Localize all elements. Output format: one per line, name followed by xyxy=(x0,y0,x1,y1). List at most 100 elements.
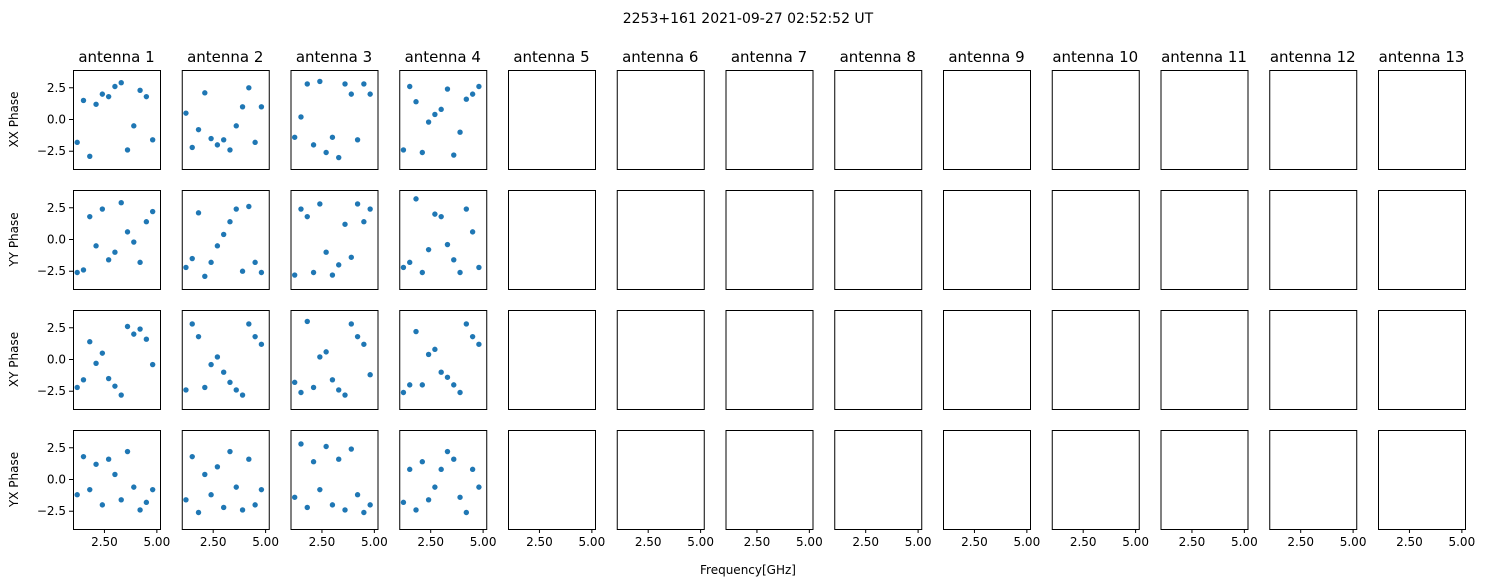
plot-frame xyxy=(181,70,270,170)
data-point xyxy=(99,350,106,356)
subplot-panel xyxy=(943,70,1031,170)
data-point xyxy=(74,269,80,276)
data-point xyxy=(143,219,150,225)
x-tick-label: 5.00 xyxy=(361,535,388,549)
data-point xyxy=(457,389,463,396)
data-point xyxy=(131,331,137,337)
data-point xyxy=(118,199,124,206)
plot-frame xyxy=(508,70,596,170)
data-point xyxy=(149,361,156,368)
data-point xyxy=(99,91,106,97)
subplot-panel xyxy=(181,310,270,410)
data-point xyxy=(425,351,432,358)
data-point xyxy=(93,461,99,467)
x-tick-label: 5.00 xyxy=(1122,535,1149,549)
subplot-grid: antenna 1 2.5 0.0 −2.5 XX Phase 2.5 0.0 −2.5 YY … xyxy=(7,48,1475,549)
subplot-panel xyxy=(1269,190,1358,290)
plot-frame xyxy=(1051,310,1140,410)
data-point xyxy=(310,384,317,391)
data-point xyxy=(354,201,361,207)
subplot-panel xyxy=(616,310,705,410)
subplot-panel: 2.50 5.00 xyxy=(1051,430,1149,549)
subplot-panel: 2.5 0.0 −2.5 YX Phase 2.50 5.00 xyxy=(7,430,170,549)
data-point xyxy=(112,83,118,90)
data-point xyxy=(413,196,419,202)
subplot-panel xyxy=(725,70,814,170)
data-point xyxy=(124,323,131,330)
data-point xyxy=(336,262,342,268)
plot-frame xyxy=(1160,70,1249,170)
subplot-panel xyxy=(725,310,814,410)
data-point xyxy=(367,372,373,378)
x-tick-label: 2.50 xyxy=(961,535,988,549)
data-point xyxy=(227,448,233,455)
data-point xyxy=(323,443,329,450)
subplot-panel: 2.50 5.00 xyxy=(1160,430,1258,549)
data-point xyxy=(469,333,476,340)
data-point xyxy=(361,341,367,347)
data-point xyxy=(202,471,208,478)
data-point xyxy=(419,269,426,276)
data-point xyxy=(143,93,150,100)
plot-frame xyxy=(1378,70,1466,170)
data-point xyxy=(220,369,227,375)
x-tick-label: 2.50 xyxy=(744,535,771,549)
plot-frame xyxy=(1160,430,1249,530)
data-point xyxy=(80,97,87,104)
data-point xyxy=(444,448,451,455)
data-point xyxy=(99,206,106,212)
data-point xyxy=(195,210,202,216)
data-point xyxy=(112,471,118,478)
data-point xyxy=(214,142,221,148)
data-point xyxy=(189,144,195,151)
y-tick-label: 2.5 xyxy=(47,201,66,215)
data-point xyxy=(189,453,195,460)
subplot-panel xyxy=(508,310,596,410)
subplot-panel: 2.50 5.00 xyxy=(1378,430,1475,549)
data-point xyxy=(367,91,373,97)
subplot-panel: 2.50 5.00 xyxy=(943,430,1040,549)
plot-frame xyxy=(73,430,161,530)
plot-frame xyxy=(943,310,1031,410)
data-point xyxy=(469,466,476,473)
subplot-panel xyxy=(508,190,596,290)
x-tick-label: 2.50 xyxy=(526,535,553,549)
subplot-panel xyxy=(1051,70,1140,170)
y-tick-label: 0.0 xyxy=(47,233,66,247)
data-point xyxy=(202,273,208,280)
data-point xyxy=(354,137,361,143)
data-point xyxy=(451,456,457,462)
column-title: antenna 3 xyxy=(296,48,372,66)
data-point xyxy=(419,149,426,156)
subplot-panel xyxy=(1378,310,1466,410)
data-point xyxy=(258,104,265,110)
plot-frame xyxy=(73,190,161,290)
data-point xyxy=(413,99,419,105)
y-tick-label: −2.5 xyxy=(37,384,66,398)
subplot-panel xyxy=(834,310,923,410)
subplot-panel xyxy=(725,190,814,290)
column-title: antenna 12 xyxy=(1270,48,1356,66)
data-point xyxy=(342,507,348,513)
data-point xyxy=(80,453,87,460)
plot-frame xyxy=(616,430,705,530)
y-tick-label: −2.5 xyxy=(37,264,66,278)
plot-frame xyxy=(399,190,488,290)
data-point xyxy=(118,392,124,398)
plot-frame xyxy=(1160,310,1249,410)
data-point xyxy=(457,494,463,500)
column-title: antenna 10 xyxy=(1052,48,1138,66)
row-label: YX Phase xyxy=(7,452,21,508)
subplot-panel: 2.50 5.00 xyxy=(399,430,496,549)
data-point xyxy=(189,321,195,327)
y-tick-label: 0.0 xyxy=(47,113,66,127)
data-point xyxy=(124,448,131,455)
data-point xyxy=(317,486,323,493)
data-point xyxy=(451,257,457,263)
subplot-panel xyxy=(181,190,270,290)
data-point xyxy=(258,486,265,493)
data-point xyxy=(149,208,156,215)
data-point xyxy=(195,333,202,340)
plot-frame xyxy=(290,70,379,170)
subplot-panel: 2.50 5.00 xyxy=(725,430,823,549)
